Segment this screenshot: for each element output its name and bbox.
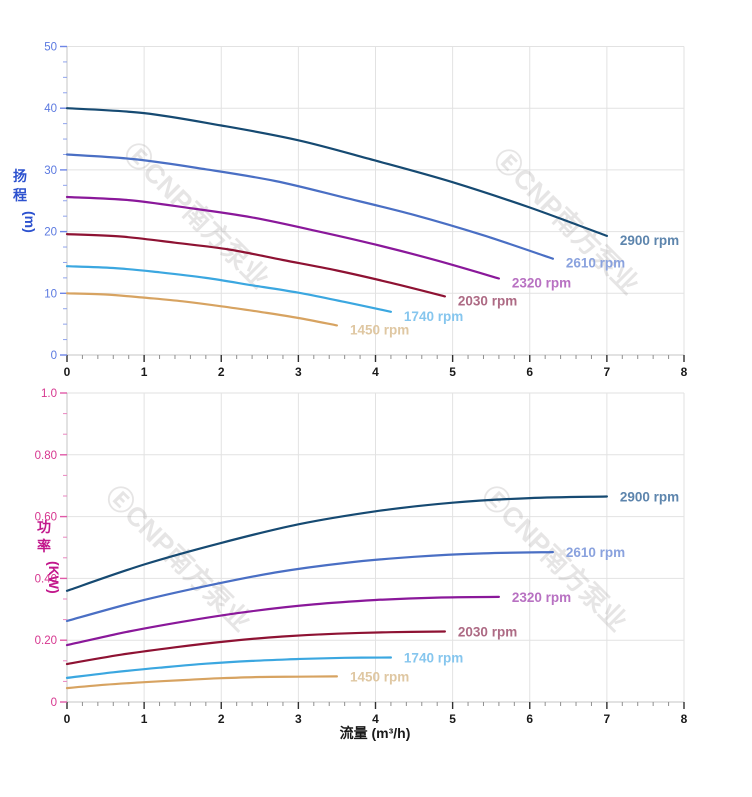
curve-label-1450-rpm-head: 1450 rpm (350, 322, 409, 337)
power-x-tick-label: 4 (372, 712, 379, 726)
curve-label-2030-rpm-power: 2030 rpm (458, 625, 517, 640)
curve-label-2610-rpm-head: 2610 rpm (566, 256, 625, 271)
curve-1740-rpm-power (65, 656, 392, 679)
power-y-tick-label: 0.20 (35, 635, 57, 647)
power-x-tick-label: 6 (526, 712, 533, 726)
power-x-tick-label: 2 (218, 712, 225, 726)
power-y-tick-label: 0.80 (35, 450, 57, 462)
head-x-tick-label: 7 (604, 365, 611, 379)
head-x-tick-label: 1 (141, 365, 148, 379)
head-axis-title: 扬 程 (m) (13, 168, 38, 233)
head-x-tick-label: 2 (218, 365, 225, 379)
power-y-tick-label: 0 (51, 697, 57, 709)
curve-1450-rpm-power (65, 675, 338, 690)
curve-label-2320-rpm-head: 2320 rpm (512, 275, 571, 290)
curve-2030-rpm-head (65, 233, 446, 298)
head-y-tick-label: 40 (44, 103, 57, 115)
head-y-axis: 0 10 20 30 40 50 (44, 42, 67, 362)
curve-label-2900-rpm-power: 2900 rpm (620, 490, 679, 505)
power-axis-title-char2: 率 (37, 538, 51, 554)
power-x-tick-label: 7 (604, 712, 611, 726)
power-x-tick-label: 0 (64, 712, 71, 726)
curve-2900-rpm-head (65, 107, 608, 237)
curve-label-1450-rpm-power: 1450 rpm (350, 669, 409, 684)
power-watermarks: ⒺCNP南方泵业 ⒺCNP南方泵业 (100, 479, 634, 637)
head-x-tick-label: 5 (449, 365, 456, 379)
curve-label-2900-rpm-head: 2900 rpm (620, 233, 679, 248)
curve-label-1740-rpm-power: 1740 rpm (404, 651, 463, 666)
curve-2610-rpm-power (65, 551, 554, 623)
head-axis-title-char2: 程 (13, 187, 27, 203)
power-axis-title: 功 率 (KW) (37, 519, 62, 594)
curve-1450-rpm-head (65, 292, 338, 327)
head-y-tick-label: 10 (44, 288, 57, 300)
head-y-tick-label: 30 (44, 165, 57, 177)
power-y-tick-label: 0.60 (35, 512, 57, 524)
head-x-tick-label: 3 (295, 365, 302, 379)
head-axis-title-char1: 扬 (13, 168, 27, 184)
power-axis-title-unit: (KW) (46, 561, 62, 594)
head-x-tick-label: 6 (526, 365, 533, 379)
curve-label-2610-rpm-power: 2610 rpm (566, 545, 625, 560)
flow-axis-title: 流量 (m³/h) (340, 725, 411, 741)
power-axis-title-char1: 功 (37, 519, 51, 535)
curve-1740-rpm-head (65, 265, 392, 313)
curve-2900-rpm-power (65, 495, 608, 592)
curve-2610-rpm-head (65, 153, 554, 260)
power-y-tick-label: 0.40 (35, 573, 57, 585)
head-y-tick-label: 50 (44, 42, 57, 54)
head-y-tick-label: 0 (51, 350, 57, 362)
head-x-tick-label: 8 (681, 365, 688, 379)
curve-2320-rpm-head (65, 195, 500, 280)
head-axis-title-unit: (m) (22, 211, 38, 233)
curve-label-2320-rpm-power: 2320 rpm (512, 590, 571, 605)
power-x-axis: 0 1 2 3 4 5 6 7 8 (64, 702, 688, 726)
head-x-axis: 0 1 2 3 4 5 6 7 8 (64, 355, 688, 379)
power-x-tick-label: 3 (295, 712, 302, 726)
power-y-axis: 0 0.20 0.40 0.60 0.80 1.0 (35, 388, 67, 709)
power-x-tick-label: 5 (449, 712, 456, 726)
power-x-tick-label: 1 (141, 712, 148, 726)
head-y-tick-label: 20 (44, 227, 57, 239)
power-x-tick-label: 8 (681, 712, 688, 726)
head-x-tick-label: 0 (64, 365, 71, 379)
power-chart: 0 1 2 3 4 5 6 7 8 0 0.20 0.40 0.60 0.80 1.0 ⒺCNP南方泵业 ⒺCN… (35, 388, 688, 726)
curve-label-1740-rpm-head: 1740 rpm (404, 309, 463, 324)
power-y-tick-label: 1.0 (41, 388, 57, 400)
curve-2030-rpm-power (65, 630, 446, 666)
head-x-tick-label: 4 (372, 365, 379, 379)
curve-2320-rpm-power (65, 595, 500, 647)
curve-label-2030-rpm-head: 2030 rpm (458, 293, 517, 308)
